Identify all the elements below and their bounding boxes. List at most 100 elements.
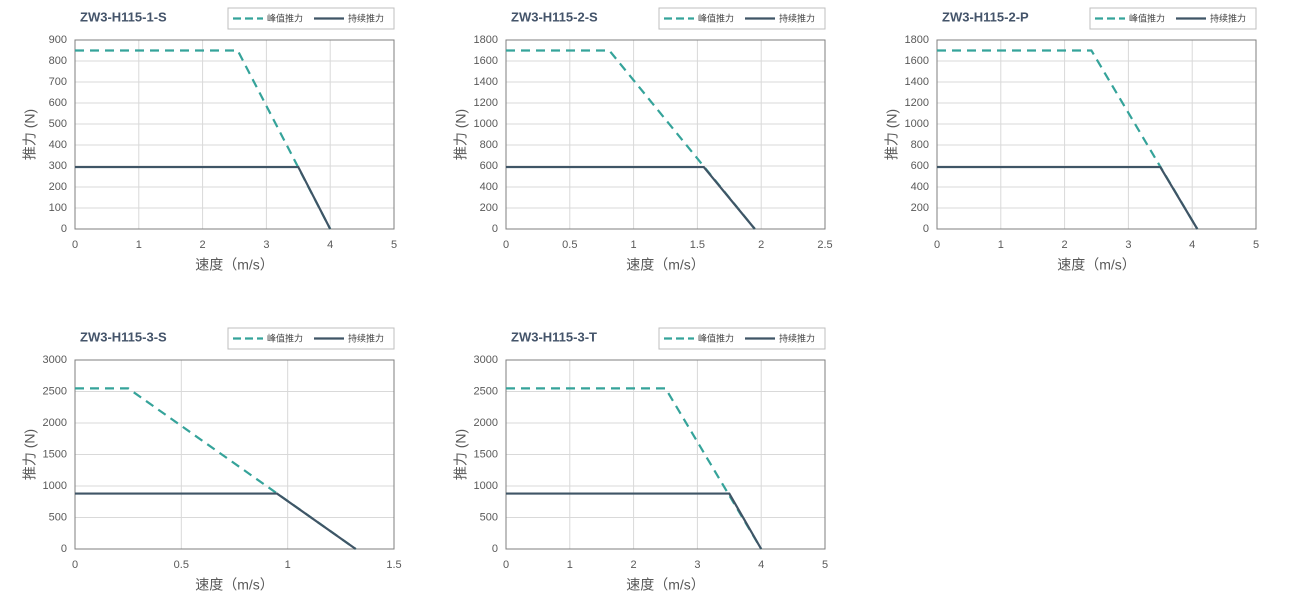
y-tick-label: 200 bbox=[911, 202, 929, 214]
y-tick-label: 1800 bbox=[905, 34, 929, 46]
x-tick-label: 2 bbox=[200, 239, 206, 251]
chart-title: ZW3-H115-1-S bbox=[80, 9, 167, 24]
x-axis-label: 速度（m/s） bbox=[626, 577, 705, 593]
legend-label: 持续推力 bbox=[779, 12, 815, 23]
y-tick-label: 400 bbox=[49, 139, 67, 151]
legend: 峰值推力 持续推力 bbox=[1089, 7, 1257, 30]
y-tick-label: 0 bbox=[492, 223, 498, 235]
chart: 0 500 1000 1500 2000 2500 3000 0 1 2 3 4 5 ZW3-H115-3… bbox=[453, 327, 828, 593]
y-tick-label: 1000 bbox=[474, 480, 498, 492]
y-tick-label: 0 bbox=[61, 223, 67, 235]
y-tick-label: 700 bbox=[49, 76, 67, 88]
y-tick-label: 800 bbox=[49, 55, 67, 67]
legend-label: 峰值推力 bbox=[698, 332, 734, 343]
x-tick-label: 2.5 bbox=[817, 239, 832, 251]
y-tick-label: 300 bbox=[49, 160, 67, 172]
y-tick-label: 100 bbox=[49, 202, 67, 214]
legend-box bbox=[227, 327, 395, 350]
y-tick-label: 1600 bbox=[474, 55, 498, 67]
series-line bbox=[937, 165, 1199, 230]
y-tick-label: 400 bbox=[480, 181, 498, 193]
x-tick-label: 3 bbox=[263, 239, 269, 251]
x-tick-label: 1 bbox=[567, 559, 573, 571]
legend-label: 持续推力 bbox=[1210, 12, 1246, 23]
y-tick-label: 1600 bbox=[905, 55, 929, 67]
x-tick-label: 0 bbox=[503, 559, 509, 571]
series-line bbox=[506, 492, 763, 550]
chart-title: ZW3-H115-2-S bbox=[511, 9, 598, 24]
x-tick-label: 1 bbox=[631, 239, 637, 251]
x-tick-label: 0.5 bbox=[562, 239, 577, 251]
legend-label: 峰值推力 bbox=[698, 12, 734, 23]
x-tick-label: 3 bbox=[1125, 239, 1131, 251]
y-tick-label: 1800 bbox=[474, 34, 498, 46]
y-tick-label: 0 bbox=[492, 543, 498, 555]
y-tick-label: 500 bbox=[49, 511, 67, 523]
x-tick-label: 3 bbox=[694, 559, 700, 571]
legend-label: 峰值推力 bbox=[267, 12, 303, 23]
plot-frame bbox=[936, 39, 1257, 230]
y-tick-label: 1000 bbox=[905, 118, 929, 130]
chart: 0 500 1000 1500 2000 2500 3000 0 0.5 1 1.5 ZW3-H115… bbox=[22, 327, 402, 593]
x-tick-label: 5 bbox=[1253, 239, 1259, 251]
y-tick-label: 1000 bbox=[474, 118, 498, 130]
x-tick-label: 0 bbox=[72, 559, 78, 571]
legend: 峰值推力 持续推力 bbox=[658, 7, 826, 30]
y-axis-label: 推力 (N) bbox=[884, 109, 900, 160]
x-tick-label: 2 bbox=[758, 239, 764, 251]
y-tick-label: 400 bbox=[911, 181, 929, 193]
y-tick-label: 2000 bbox=[474, 417, 498, 429]
series-line bbox=[75, 492, 357, 550]
y-tick-label: 600 bbox=[911, 160, 929, 172]
y-axis-label: 推力 (N) bbox=[453, 109, 469, 160]
y-tick-label: 1500 bbox=[43, 448, 67, 460]
chart: 0 100 200 300 400 500 600 700 800 900 0 1 2 3 4 5 ZW3-H1… bbox=[22, 7, 397, 273]
x-tick-label: 1.5 bbox=[690, 239, 705, 251]
y-tick-label: 600 bbox=[49, 97, 67, 109]
x-tick-label: 4 bbox=[1189, 239, 1195, 251]
legend-box bbox=[1089, 7, 1257, 30]
x-tick-label: 0 bbox=[503, 239, 509, 251]
legend-label: 持续推力 bbox=[348, 12, 384, 23]
plot-frame bbox=[505, 359, 826, 550]
legend-label: 持续推力 bbox=[348, 332, 384, 343]
x-axis-label: 速度（m/s） bbox=[626, 257, 705, 273]
x-tick-label: 4 bbox=[327, 239, 333, 251]
plot-frame bbox=[505, 39, 826, 230]
y-tick-label: 600 bbox=[480, 160, 498, 172]
x-tick-label: 1 bbox=[998, 239, 1004, 251]
x-tick-label: 0 bbox=[934, 239, 940, 251]
legend-label: 持续推力 bbox=[779, 332, 815, 343]
y-tick-label: 0 bbox=[61, 543, 67, 555]
series-line bbox=[75, 165, 332, 230]
y-tick-label: 800 bbox=[911, 139, 929, 151]
legend-label: 峰值推力 bbox=[267, 332, 303, 343]
plot-frame bbox=[74, 39, 395, 230]
y-tick-label: 1000 bbox=[43, 480, 67, 492]
legend: 峰值推力 持续推力 bbox=[227, 7, 395, 30]
chart-title: ZW3-H115-3-S bbox=[80, 329, 167, 344]
chart-title: ZW3-H115-3-T bbox=[511, 329, 597, 344]
legend-box bbox=[227, 7, 395, 30]
y-tick-label: 1400 bbox=[905, 76, 929, 88]
y-tick-label: 1500 bbox=[474, 448, 498, 460]
y-tick-label: 2500 bbox=[43, 385, 67, 397]
series-line bbox=[506, 387, 763, 550]
y-axis-label: 推力 (N) bbox=[22, 429, 38, 480]
y-tick-label: 1200 bbox=[905, 97, 929, 109]
y-tick-label: 2500 bbox=[474, 385, 498, 397]
x-tick-label: 5 bbox=[391, 239, 397, 251]
chart: 0 200 400 600 800 1000 1200 1400 1600 1800 0 1 2 3 4 5 Z… bbox=[884, 7, 1259, 273]
x-tick-label: 1 bbox=[285, 559, 291, 571]
x-tick-label: 1 bbox=[136, 239, 142, 251]
y-tick-label: 800 bbox=[480, 139, 498, 151]
series-line bbox=[506, 165, 756, 230]
y-axis-label: 推力 (N) bbox=[22, 109, 38, 160]
series-line bbox=[75, 387, 357, 550]
x-axis-label: 速度（m/s） bbox=[1057, 257, 1136, 273]
series-line bbox=[937, 49, 1199, 230]
y-tick-label: 2000 bbox=[43, 417, 67, 429]
legend-label: 峰值推力 bbox=[1129, 12, 1165, 23]
chart: 0 200 400 600 800 1000 1200 1400 1600 1800 0 0.5 1 1.… bbox=[453, 7, 833, 273]
